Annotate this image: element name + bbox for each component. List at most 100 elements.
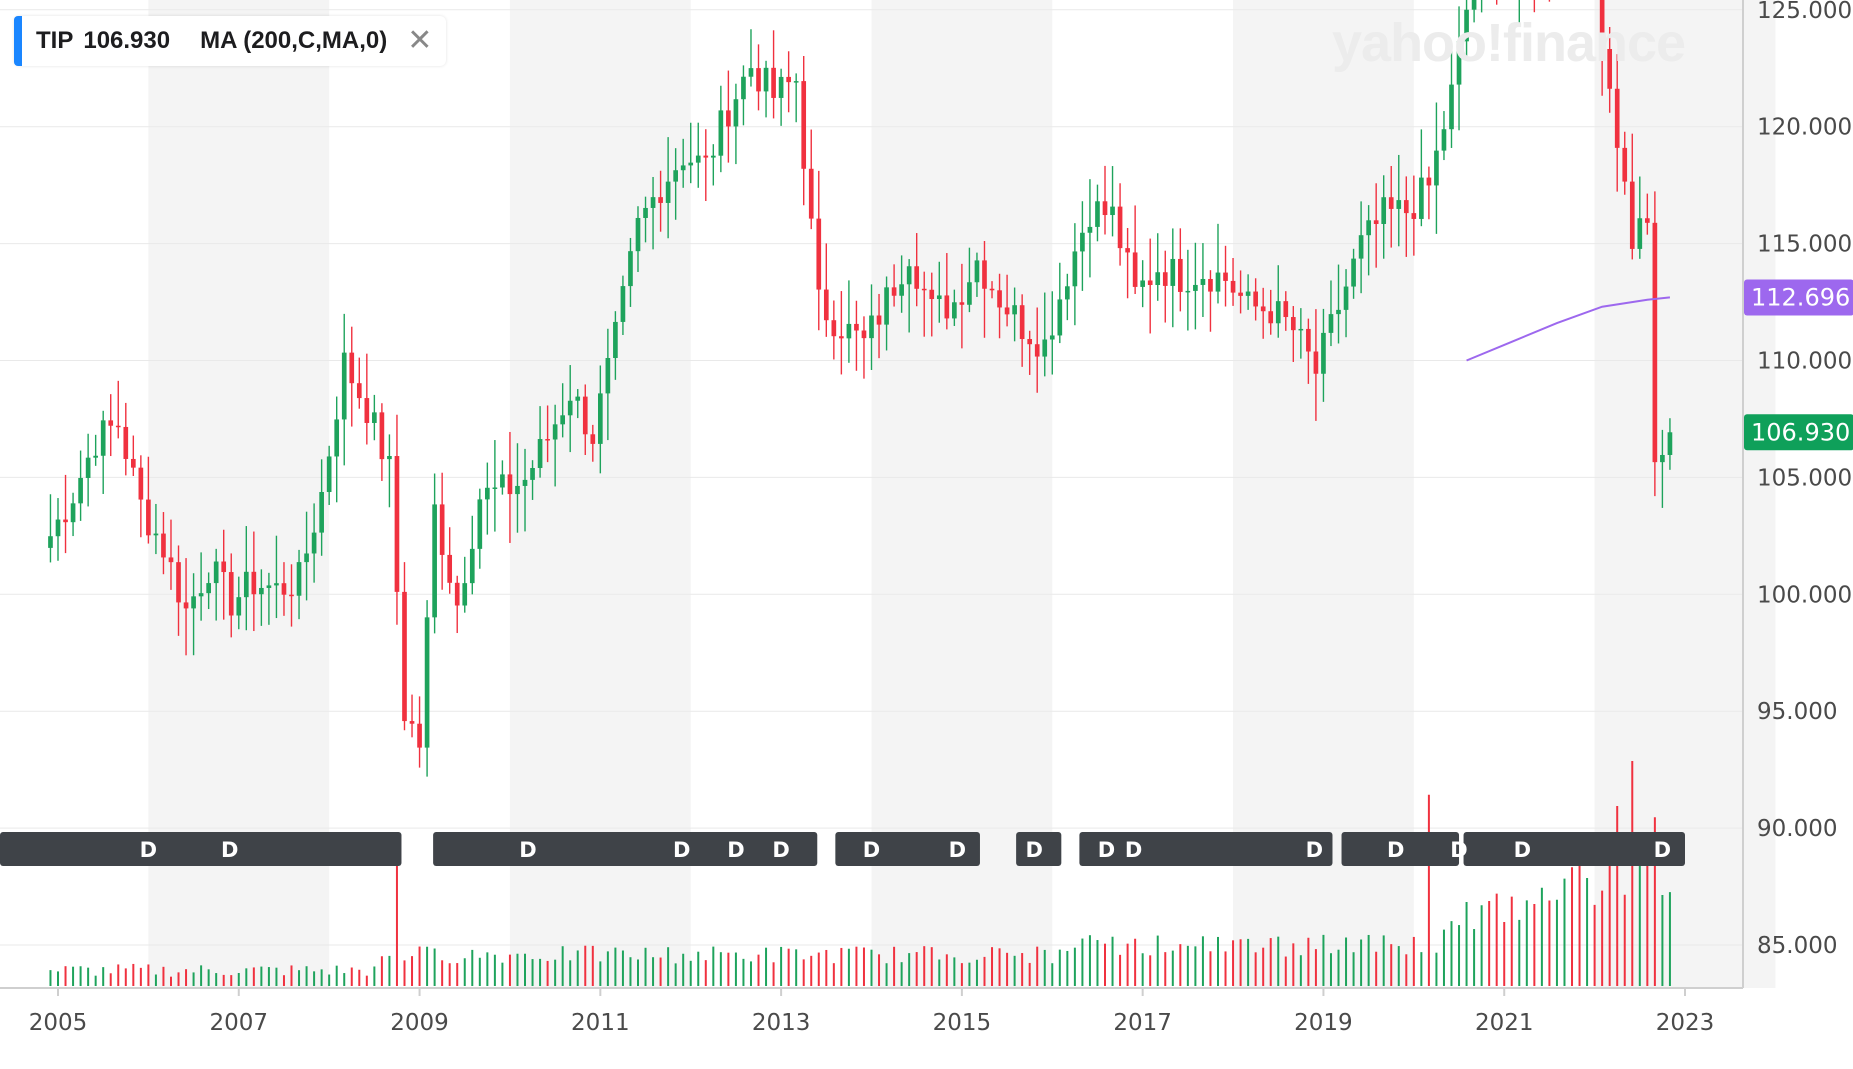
event-marker[interactable]: D xyxy=(1306,838,1323,862)
candle-body xyxy=(311,532,317,554)
candle-body xyxy=(402,591,407,722)
close-icon[interactable]: ✕ xyxy=(407,24,433,57)
year-band xyxy=(148,0,330,988)
candle-body xyxy=(1245,291,1251,296)
candle-body xyxy=(891,287,897,296)
candle-body xyxy=(793,81,799,83)
candle-body xyxy=(176,562,181,603)
candle-body xyxy=(1343,286,1349,310)
events-strip[interactable] xyxy=(1463,832,1685,866)
candle-body xyxy=(695,155,701,163)
candle-body xyxy=(1193,284,1198,291)
candle-body xyxy=(733,99,739,127)
candle-body xyxy=(582,396,588,435)
candle-body xyxy=(1019,305,1025,340)
candle-body xyxy=(1667,432,1673,455)
candle-body xyxy=(334,419,340,457)
legend-price: 106.930 xyxy=(83,27,171,54)
events-strip[interactable] xyxy=(0,832,402,866)
candle-body xyxy=(507,474,513,495)
events-strip[interactable] xyxy=(1079,832,1333,866)
candle-body xyxy=(756,68,761,92)
candle-body xyxy=(560,415,566,425)
candle-body xyxy=(808,168,814,219)
candle-body xyxy=(485,487,490,500)
event-marker[interactable]: D xyxy=(772,838,789,862)
candle-body xyxy=(183,602,189,609)
candle-body xyxy=(786,76,791,83)
candle-body xyxy=(372,412,377,423)
candle-body xyxy=(1358,235,1364,259)
events-strip[interactable] xyxy=(433,832,818,866)
event-marker[interactable]: D xyxy=(1450,838,1467,862)
candle-body xyxy=(1629,181,1635,249)
candle-body xyxy=(349,352,355,384)
event-marker[interactable]: D xyxy=(949,838,966,862)
candle-body xyxy=(364,398,370,423)
event-marker[interactable]: D xyxy=(140,838,157,862)
candle-body xyxy=(326,456,332,493)
yahoo-finance-watermark: yahoo!finance xyxy=(1332,13,1686,73)
candle-body xyxy=(469,548,475,584)
event-marker[interactable]: D xyxy=(402,838,419,862)
candle-body xyxy=(854,323,859,331)
candle-body xyxy=(816,218,822,290)
candle-body xyxy=(1253,291,1258,307)
candle-body xyxy=(123,426,129,459)
candle-body xyxy=(63,519,68,523)
ma-value-tag-bg xyxy=(1744,279,1853,316)
event-marker[interactable]: D xyxy=(1514,838,1531,862)
candle-body xyxy=(906,266,912,285)
candle-body xyxy=(221,561,227,573)
candle-body xyxy=(198,593,204,597)
events-strip[interactable] xyxy=(835,832,980,866)
event-marker[interactable]: D xyxy=(1125,838,1142,862)
candle-body xyxy=(93,455,98,458)
candle-body xyxy=(1238,292,1243,296)
candle-body xyxy=(48,536,53,548)
candle-body xyxy=(537,439,543,468)
candle-body xyxy=(319,492,324,533)
legend-indicator[interactable]: MA (200,C,MA,0) xyxy=(200,27,388,54)
candle-body xyxy=(266,585,272,588)
candle-body xyxy=(477,499,483,549)
candle-body xyxy=(1110,206,1115,216)
candle-body xyxy=(944,295,950,319)
candle-body xyxy=(1102,201,1108,216)
events-strip[interactable] xyxy=(1341,832,1460,866)
candle-body xyxy=(236,597,242,616)
candle-body xyxy=(982,260,987,289)
event-marker[interactable]: D xyxy=(727,838,744,862)
candle-body xyxy=(1373,220,1379,224)
candle-body xyxy=(1366,220,1371,236)
candle-body xyxy=(552,424,558,440)
event-marker[interactable]: D xyxy=(1387,838,1404,862)
event-marker[interactable]: D xyxy=(221,838,238,862)
legend-color-bar xyxy=(14,16,22,66)
event-marker[interactable]: D xyxy=(673,838,690,862)
events-strip[interactable] xyxy=(1016,832,1062,866)
candle-body xyxy=(138,467,144,500)
candle-body xyxy=(673,170,678,182)
candle-body xyxy=(1087,226,1093,233)
candle-body xyxy=(884,287,889,325)
candle-body xyxy=(1381,197,1387,224)
candle-body xyxy=(1230,280,1236,293)
candle-body xyxy=(161,533,166,558)
candle-body xyxy=(1140,280,1146,287)
candle-body xyxy=(1434,150,1439,186)
event-marker[interactable]: D xyxy=(519,838,536,862)
event-marker[interactable]: D xyxy=(1098,838,1115,862)
candle-body xyxy=(1351,258,1356,287)
candle-body xyxy=(1095,201,1100,227)
candle-body xyxy=(1652,222,1658,463)
candle-body xyxy=(1162,272,1168,286)
event-marker[interactable]: D xyxy=(863,838,880,862)
event-marker[interactable]: D xyxy=(1025,838,1042,862)
candle-body xyxy=(1426,177,1432,186)
candle-body xyxy=(1411,213,1417,219)
y-tick-label: 115.000 xyxy=(1757,232,1852,258)
candle-body xyxy=(974,260,980,283)
event-marker[interactable]: D xyxy=(1654,838,1671,862)
